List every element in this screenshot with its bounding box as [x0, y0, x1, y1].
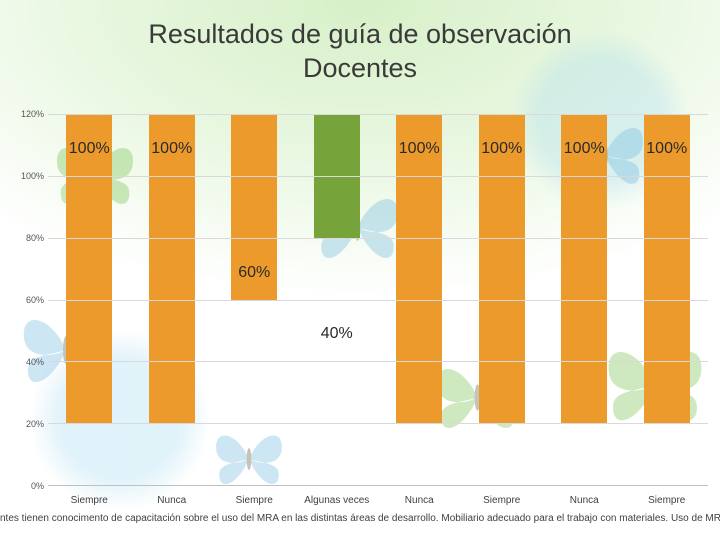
chart-title: Resultados de guía de observación Docent… [0, 0, 720, 86]
x-category-label: Siempre [626, 495, 709, 506]
x-category-label: Algunas veces [296, 495, 379, 506]
grid-line [48, 176, 708, 177]
title-line-1: Resultados de guía de observación [0, 18, 720, 52]
bar-value-label: 60% [238, 264, 270, 282]
grid-line [48, 238, 708, 239]
plot-area: 100% 100% 60% 40% 100% 100% 100% 100% [48, 114, 708, 486]
x-category-label: Siempre [461, 495, 544, 506]
bar [149, 114, 195, 423]
title-line-2: Docentes [0, 52, 720, 86]
x-axis-labels: SiempreNuncaSiempreAlgunas vecesNuncaSie… [48, 495, 708, 506]
bar [396, 114, 442, 423]
x-category-label: Nunca [378, 495, 461, 506]
bar-value-label: 100% [564, 140, 605, 158]
bar-value-label: 100% [69, 140, 110, 158]
x-category-label: Nunca [131, 495, 214, 506]
y-tick-label: 120% [21, 109, 44, 119]
bar [644, 114, 690, 423]
grid-line [48, 361, 708, 362]
caption-strip: ntes tienen conocimento de capacitación … [0, 513, 720, 524]
bar-chart: 0%20%40%60%80%100%120% 100%100%60%40%100… [10, 114, 708, 486]
bar-value-label: 100% [481, 140, 522, 158]
x-category-label: Siempre [48, 495, 131, 506]
y-tick-label: 20% [26, 419, 44, 429]
x-category-label: Nunca [543, 495, 626, 506]
bar-value-label: 100% [399, 140, 440, 158]
grid-line [48, 300, 708, 301]
bar-value-label: 40% [321, 325, 353, 343]
grid-line [48, 423, 708, 424]
bar [66, 114, 112, 423]
bar [479, 114, 525, 423]
y-tick-label: 0% [31, 481, 44, 491]
bar-value-label: 100% [646, 140, 687, 158]
grid-line [48, 114, 708, 115]
y-tick-label: 60% [26, 295, 44, 305]
y-tick-label: 40% [26, 357, 44, 367]
bar-value-label: 100% [151, 140, 192, 158]
y-axis: 0%20%40%60%80%100%120% [10, 114, 48, 486]
x-category-label: Siempre [213, 495, 296, 506]
y-tick-label: 100% [21, 171, 44, 181]
bar [561, 114, 607, 423]
y-tick-label: 80% [26, 233, 44, 243]
